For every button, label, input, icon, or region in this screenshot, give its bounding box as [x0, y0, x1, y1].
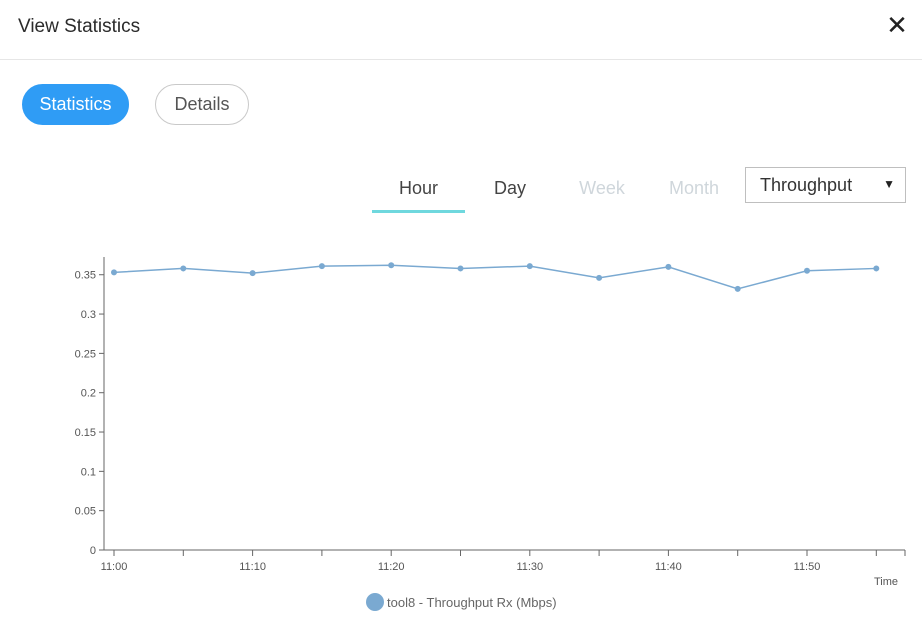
legend-label: tool8 - Throughput Rx (Mbps) — [387, 595, 557, 610]
x-tick-label: 11:40 — [655, 561, 682, 573]
x-tick-label: 11:00 — [101, 561, 128, 573]
range-tab-week: Week — [579, 178, 625, 198]
data-point — [249, 270, 256, 277]
data-point — [457, 265, 464, 272]
data-point — [526, 263, 533, 270]
dialog-title: View Statistics — [18, 16, 141, 37]
data-point — [388, 262, 395, 269]
x-tick-label: 11:20 — [378, 561, 405, 573]
data-point — [180, 265, 187, 272]
range-tab-hour[interactable]: Hour — [398, 178, 438, 198]
tab-statistics[interactable]: Statistics — [22, 84, 129, 125]
active-range-underline — [372, 210, 465, 213]
dialog-header: View Statistics ✕ — [0, 0, 922, 60]
data-point — [596, 274, 603, 281]
data-point — [318, 263, 325, 270]
metric-select-value: Throughput — [760, 175, 853, 195]
y-tick-label: 0.1 — [81, 466, 96, 478]
y-tick-label: 0.15 — [75, 427, 96, 439]
data-point — [665, 263, 672, 270]
legend-marker — [366, 593, 384, 611]
y-tick-label: 0.2 — [81, 388, 96, 400]
x-axis-title: Time — [874, 576, 898, 588]
y-tick-label: 0.25 — [75, 348, 96, 360]
data-point — [873, 265, 880, 272]
y-tick-label: 0 — [90, 545, 96, 557]
range-tab-day[interactable]: Day — [493, 178, 526, 198]
close-icon[interactable]: ✕ — [886, 10, 908, 40]
data-point — [804, 267, 810, 274]
x-tick-label: 11:10 — [239, 561, 266, 573]
y-tick-label: 0.3 — [81, 309, 96, 321]
tab-details[interactable]: Details — [155, 84, 249, 125]
series-line — [113, 264, 877, 290]
caret-down-icon: ▼ — [883, 177, 895, 191]
y-tick-label: 0.05 — [75, 506, 96, 518]
data-point — [734, 285, 741, 292]
metric-select[interactable]: Throughput ▼ — [745, 167, 906, 203]
range-tab-month: Month — [668, 178, 720, 198]
x-tick-label: 11:30 — [516, 561, 543, 573]
y-tick-label: 0.35 — [75, 270, 96, 282]
x-tick-label: 11:50 — [794, 561, 821, 573]
data-point — [111, 269, 117, 276]
